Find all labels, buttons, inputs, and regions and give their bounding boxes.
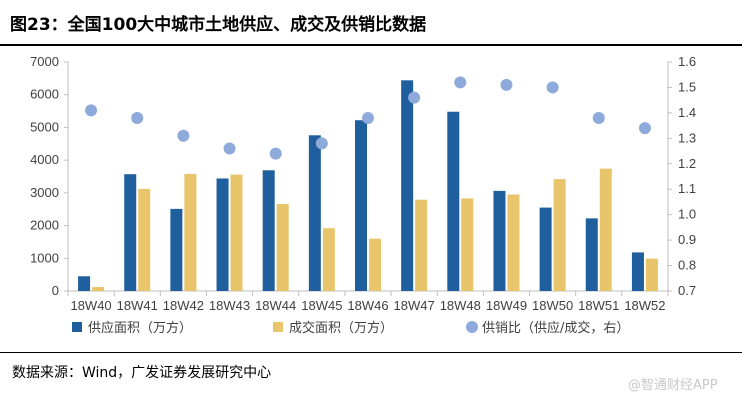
x-tick-label: 18W47	[394, 298, 435, 313]
ratio-point	[454, 76, 467, 89]
supply-bar	[493, 190, 506, 291]
x-tick-label: 18W44	[255, 298, 296, 313]
x-tick-label: 18W48	[440, 298, 481, 313]
x-tick-label: 18W45	[301, 298, 342, 313]
title-rule	[0, 44, 742, 46]
deal-bar	[461, 198, 474, 291]
ratio-point	[500, 78, 513, 91]
supply-bar	[308, 135, 321, 291]
x-tick-label: 18W52	[624, 298, 665, 313]
supply-bar	[262, 170, 275, 291]
deal-bar	[415, 199, 428, 291]
ratio-point	[85, 104, 98, 117]
ratio-point	[546, 81, 559, 94]
supply-bar	[124, 174, 137, 291]
x-tick-label: 18W42	[163, 298, 204, 313]
combo-chart: 0 1000 2000 3000 4000 5000 6000 7000 0.7 0.8 0.9 1.…	[30, 54, 696, 336]
y-left-tick-label: 0	[52, 283, 59, 298]
supply-bar	[216, 178, 229, 291]
deal-bar	[138, 188, 151, 291]
y-right-tick-label: 1.3	[678, 130, 696, 145]
supply-bar	[447, 111, 460, 292]
ratio-point	[638, 122, 651, 135]
deal-bar	[92, 287, 105, 291]
y-right-tick-label: 0.8	[678, 258, 696, 273]
legend-label-1: 供应面积（万方）	[88, 320, 192, 336]
y-right-tick-label: 1.6	[678, 54, 696, 69]
y-left-tick-label: 4000	[30, 152, 59, 167]
ratio-point	[177, 129, 190, 142]
x-tick-label: 18W49	[486, 298, 527, 313]
ratio-point	[223, 142, 236, 155]
y-left-tick-label: 3000	[30, 185, 59, 200]
deal-bar	[599, 168, 612, 291]
y-right-tick-label: 1.0	[678, 207, 696, 222]
ratio-point	[592, 111, 605, 124]
deal-bar	[553, 179, 566, 291]
deal-bar	[184, 173, 197, 291]
supply-bar	[539, 207, 552, 291]
chart-title: 图23：全国100大中城市土地供应、成交及供销比数据	[10, 15, 427, 35]
bar-series	[78, 80, 658, 292]
x-tick-label: 18W50	[532, 298, 573, 313]
deal-bar	[645, 258, 658, 291]
ratio-point	[131, 111, 144, 124]
x-tick-label: 18W43	[209, 298, 250, 313]
deal-bar	[322, 228, 335, 291]
y-left-tick-label: 7000	[30, 54, 59, 69]
y-left-tick-label: 5000	[30, 119, 59, 134]
supply-bar	[170, 208, 183, 291]
supply-bar	[401, 80, 414, 291]
y-left-tick-label: 2000	[30, 218, 59, 233]
legend-swatch-2	[273, 322, 283, 332]
deal-bar	[276, 203, 289, 291]
supply-bar	[585, 218, 598, 291]
ratio-point	[269, 147, 282, 160]
y-right-tick-label: 1.1	[678, 181, 696, 196]
y-left-tick-label: 1000	[30, 250, 59, 265]
deal-bar	[230, 174, 243, 291]
chart-legend: 供应面积（万方） 成交面积（万方） 供销比（供应/成交，右）	[72, 320, 629, 336]
y-right-tick-label: 0.9	[678, 232, 696, 247]
y-right-tick-label: 1.2	[678, 156, 696, 171]
x-tick-label: 18W46	[347, 298, 388, 313]
source-rule	[0, 352, 742, 353]
legend-label-2: 成交面积（万方）	[289, 320, 393, 336]
supply-bar	[78, 276, 91, 291]
x-tick-label: 18W41	[117, 298, 158, 313]
y-right-tick-label: 1.5	[678, 79, 696, 94]
y-right-tick-label: 1.4	[678, 105, 696, 120]
ratio-point	[408, 91, 421, 104]
ratio-points	[85, 76, 651, 160]
chart-axes: 0 1000 2000 3000 4000 5000 6000 7000 0.7 0.8 0.9 1.…	[30, 54, 696, 313]
legend-label-3: 供销比（供应/成交，右）	[482, 320, 629, 336]
legend-swatch-3	[466, 321, 478, 333]
ratio-point	[315, 137, 328, 150]
deal-bar	[369, 238, 381, 291]
legend-swatch-1	[72, 322, 82, 332]
watermark: @智通财经APP	[628, 378, 718, 393]
x-tick-label: 18W51	[578, 298, 619, 313]
deal-bar	[507, 194, 520, 291]
x-tick-label: 18W40	[70, 298, 111, 313]
y-right-tick-label: 0.7	[678, 283, 696, 298]
source-note: 数据来源：Wind，广发证券发展研究中心	[12, 365, 272, 381]
supply-bar	[631, 252, 644, 291]
y-left-tick-label: 6000	[30, 87, 59, 102]
supply-bar	[355, 120, 367, 291]
ratio-point	[362, 111, 374, 124]
